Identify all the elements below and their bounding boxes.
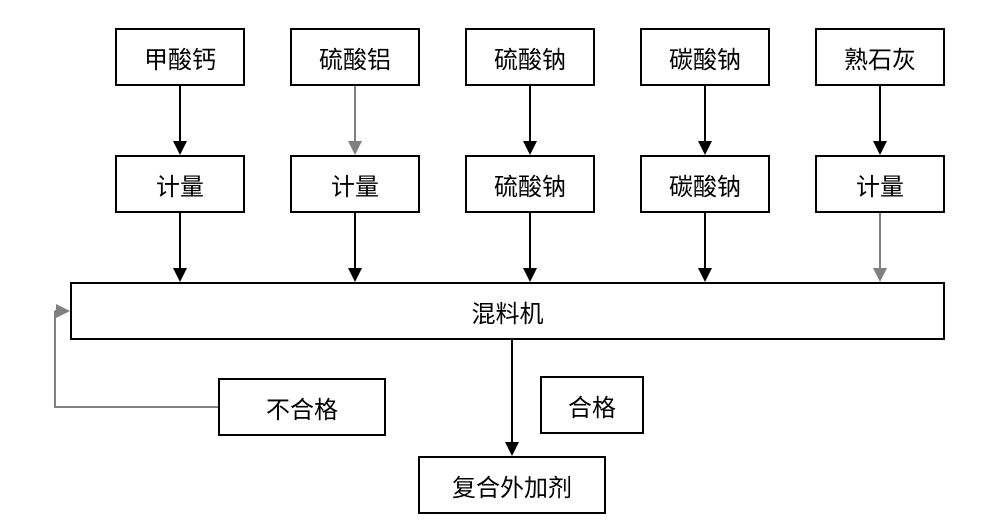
flow-edge bbox=[879, 213, 881, 268]
flow-node-n6: 计量 bbox=[115, 155, 245, 213]
arrow-head-icon bbox=[173, 268, 187, 282]
flow-node-n7: 计量 bbox=[290, 155, 420, 213]
flow-node-label: 计量 bbox=[856, 167, 904, 202]
flow-node-n14: 复合外加剂 bbox=[418, 456, 606, 514]
flow-edge-feedback bbox=[54, 311, 56, 408]
flow-edge bbox=[354, 86, 356, 141]
flow-edge bbox=[879, 86, 881, 141]
flow-node-label: 不合格 bbox=[266, 390, 338, 425]
flow-node-n8: 硫酸钠 bbox=[465, 155, 595, 213]
flow-node-n12: 不合格 bbox=[218, 378, 386, 436]
flow-node-n9: 碳酸钠 bbox=[640, 155, 770, 213]
arrow-head-icon bbox=[873, 268, 887, 282]
flow-node-label: 甲酸钙 bbox=[144, 40, 216, 75]
arrow-head-icon bbox=[698, 268, 712, 282]
arrow-head-icon bbox=[523, 141, 537, 155]
flow-edge bbox=[704, 86, 706, 141]
flow-edge bbox=[511, 340, 513, 442]
flow-node-n10: 计量 bbox=[815, 155, 945, 213]
flow-node-n2: 硫酸铝 bbox=[290, 28, 420, 86]
flow-node-label: 硫酸钠 bbox=[494, 167, 566, 202]
arrow-head-icon bbox=[873, 141, 887, 155]
arrow-head-icon bbox=[348, 141, 362, 155]
flow-node-n13: 合格 bbox=[540, 376, 644, 434]
flow-node-n11: 混料机 bbox=[70, 282, 945, 340]
arrow-head-icon bbox=[173, 141, 187, 155]
flow-edge bbox=[529, 213, 531, 268]
arrow-head-icon bbox=[505, 442, 519, 456]
flow-node-label: 计量 bbox=[331, 167, 379, 202]
flow-node-label: 碳酸钠 bbox=[669, 167, 741, 202]
flow-node-label: 混料机 bbox=[472, 294, 544, 329]
flow-edge bbox=[179, 86, 181, 141]
flow-edge-feedback bbox=[55, 406, 218, 408]
flow-node-label: 碳酸钠 bbox=[669, 40, 741, 75]
flow-node-n3: 硫酸钠 bbox=[465, 28, 595, 86]
flow-edge bbox=[179, 213, 181, 268]
flow-edge bbox=[704, 213, 706, 268]
flow-node-n1: 甲酸钙 bbox=[115, 28, 245, 86]
arrow-head-icon bbox=[348, 268, 362, 282]
flow-edge bbox=[354, 213, 356, 268]
flow-node-n4: 碳酸钠 bbox=[640, 28, 770, 86]
flow-edge bbox=[529, 86, 531, 141]
arrow-head-icon bbox=[698, 141, 712, 155]
flow-node-label: 计量 bbox=[156, 167, 204, 202]
arrow-head-icon bbox=[523, 268, 537, 282]
flow-node-label: 硫酸钠 bbox=[494, 40, 566, 75]
flow-node-label: 熟石灰 bbox=[844, 40, 916, 75]
flow-node-label: 复合外加剂 bbox=[452, 468, 572, 503]
flow-node-n5: 熟石灰 bbox=[815, 28, 945, 86]
flow-node-label: 硫酸铝 bbox=[319, 40, 391, 75]
flow-node-label: 合格 bbox=[568, 388, 616, 423]
arrow-head-icon bbox=[56, 304, 70, 318]
